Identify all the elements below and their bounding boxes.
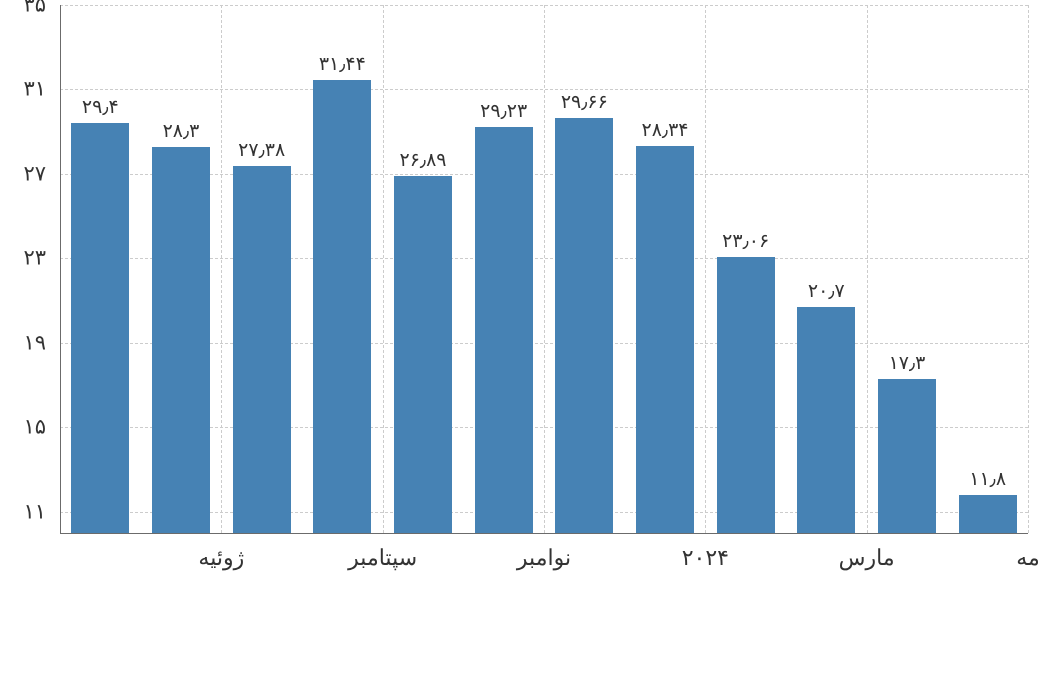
bar <box>636 146 694 533</box>
bar <box>878 379 936 533</box>
bar <box>394 176 452 533</box>
bar-value-label: ۲۷٫۳۸ <box>238 139 285 162</box>
gridline-vertical <box>705 5 706 533</box>
gridline-vertical <box>383 5 384 533</box>
bar <box>152 147 210 533</box>
y-axis-tick-label: ۳۱ <box>0 77 46 102</box>
x-axis-tick-label: مارس <box>839 545 895 571</box>
bar-value-label: ۲۹٫۶۶ <box>561 91 608 114</box>
x-axis-line <box>60 533 1028 534</box>
y-axis-tick-label: ۱۹ <box>0 330 46 355</box>
bar <box>313 80 371 533</box>
x-axis-tick-label: مه <box>1016 545 1038 571</box>
bar-value-label: ۲۶٫۸۹ <box>400 149 447 172</box>
bar-value-label: ۲۰٫۷ <box>808 280 845 303</box>
x-axis-tick-label: سپتامبر <box>348 545 417 571</box>
bar <box>233 166 291 533</box>
gridline-vertical <box>544 5 545 533</box>
bar <box>71 123 129 533</box>
gridline-vertical <box>1028 5 1029 533</box>
bar-value-label: ۱۱٫۸ <box>969 468 1006 491</box>
plot-area <box>60 5 1028 533</box>
gridline-vertical <box>221 5 222 533</box>
y-axis-line <box>60 5 61 533</box>
y-axis-tick-label: ۳۵ <box>0 0 46 18</box>
bar <box>959 495 1017 533</box>
x-axis-tick-label: ژوئیه <box>198 545 244 571</box>
x-axis-tick-label: ۲۰۲۴ <box>682 545 729 571</box>
y-axis-tick-label: ۱۱ <box>0 499 46 524</box>
gridline-vertical <box>867 5 868 533</box>
bar-value-label: ۲۹٫۲۳ <box>480 100 527 123</box>
bar <box>475 127 533 533</box>
bar-value-label: ۲۸٫۳ <box>163 120 200 143</box>
bar <box>717 257 775 533</box>
y-axis-tick-label: ۱۵ <box>0 415 46 440</box>
bar-value-label: ۲۳٫۰۶ <box>722 230 769 253</box>
bar-value-label: ۱۷٫۳ <box>889 352 926 375</box>
bar-value-label: ۲۹٫۴ <box>82 96 119 119</box>
bar-chart: ۱۱ ۱۵ ۱۹ ۲۳ ۲۷ ۳۱ ۳۵ ۲۹٫۴ ۲۸٫۳ ۲۷٫۳۸ ۳۱٫۴۴ ۲۶٫۸۹ ۲۹٫… <box>0 0 1038 681</box>
bar <box>555 118 613 533</box>
bar-value-label: ۳۱٫۴۴ <box>319 53 366 76</box>
y-axis-tick-label: ۲۷ <box>0 161 46 186</box>
bar-value-label: ۲۸٫۳۴ <box>642 119 689 142</box>
x-axis-tick-label: نوامبر <box>517 545 571 571</box>
bar <box>797 307 855 533</box>
y-axis-tick-label: ۲۳ <box>0 246 46 271</box>
